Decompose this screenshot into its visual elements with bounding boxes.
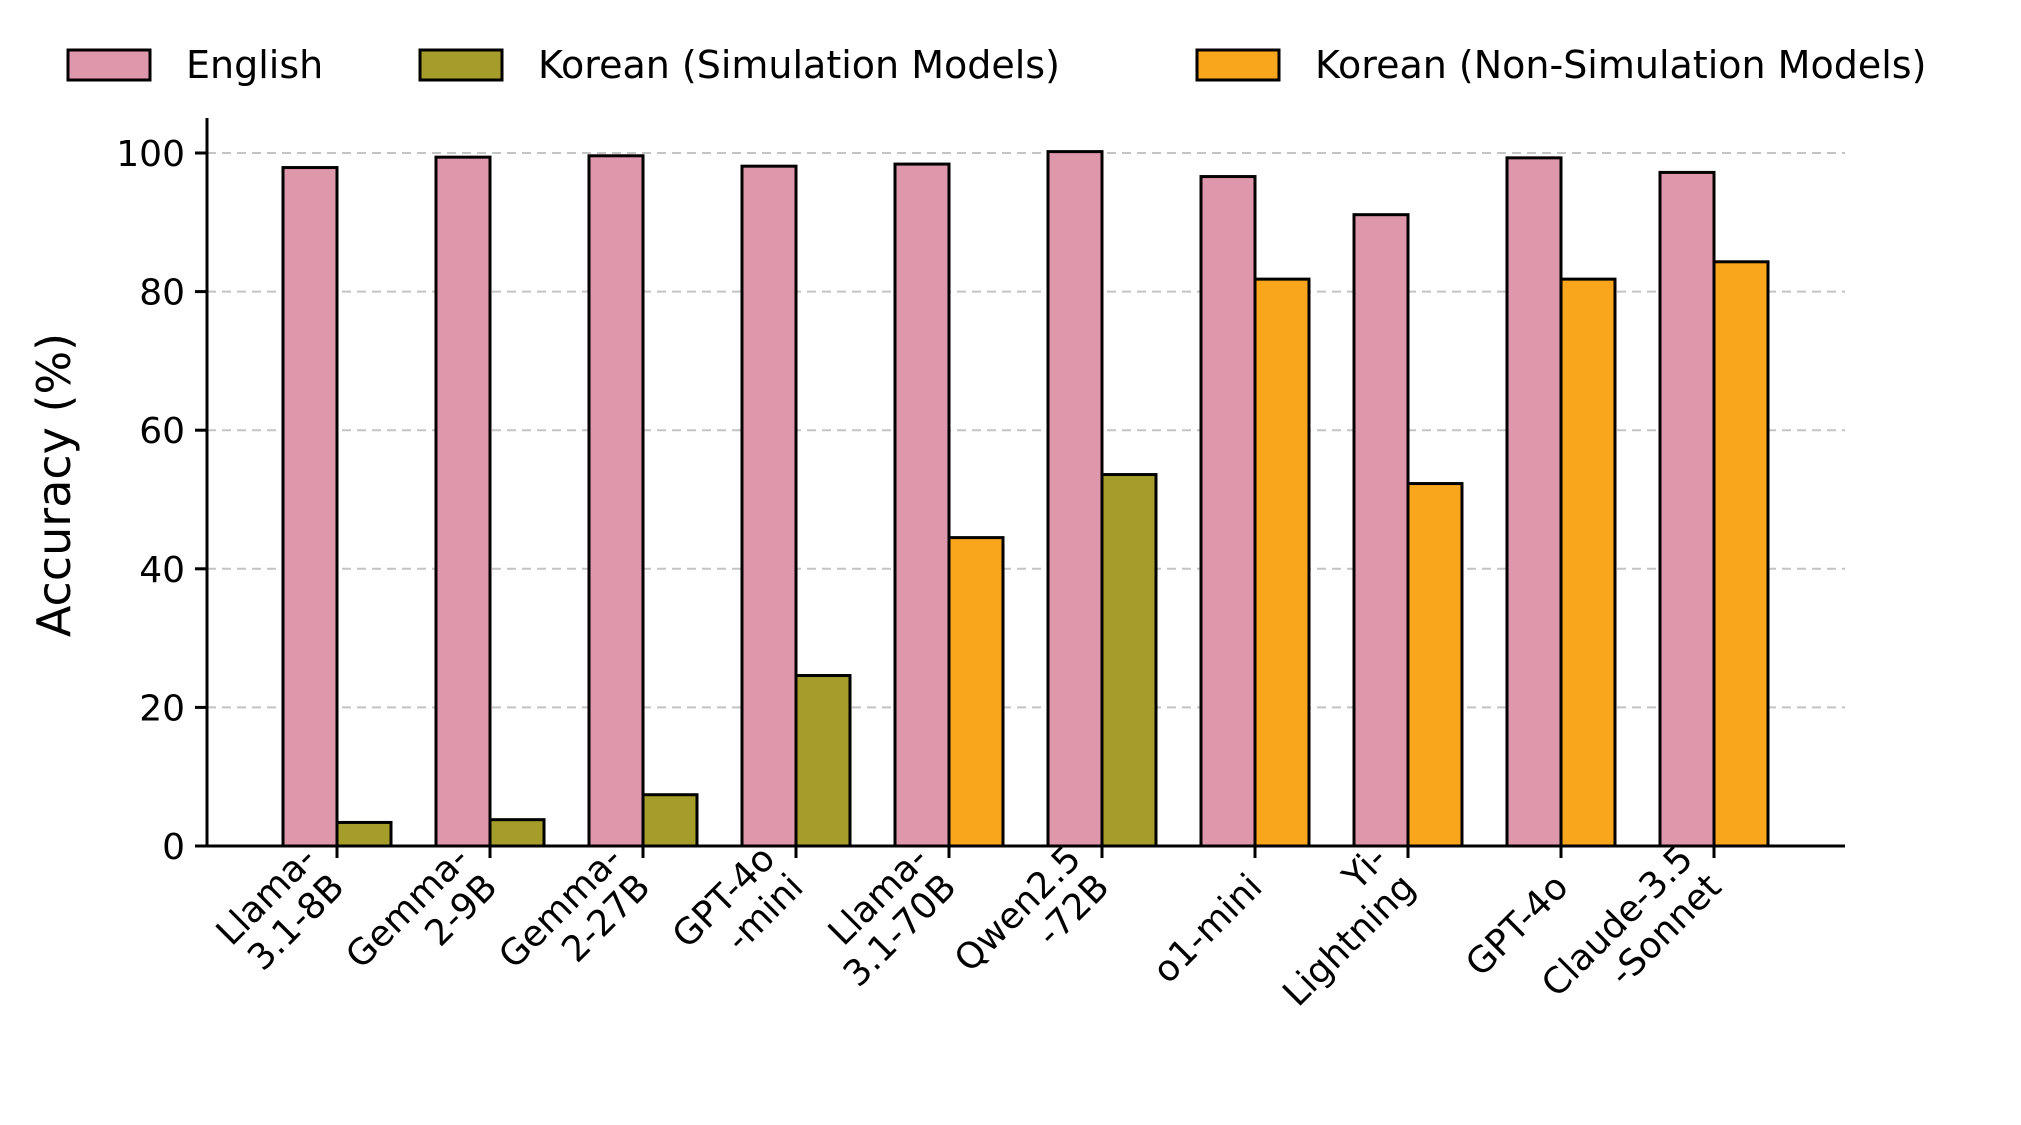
y-tick-label: 100 (116, 134, 185, 175)
x-tick-label: Llama-3.1-70B (808, 838, 965, 995)
bar-english (434, 155, 492, 848)
bar-english (1658, 170, 1716, 848)
y-axis-label: Accuracy (%) (27, 333, 81, 637)
bars (281, 150, 1770, 848)
x-tick-label: Gemma-2-27B (491, 838, 658, 1005)
legend: English Korean (Simulation Models) Korean … (66, 43, 1926, 87)
legend-swatch-korean_nonsim (1195, 48, 1281, 82)
bar-english (281, 166, 339, 848)
x-tick-label: Llama-3.1-8B (209, 838, 353, 982)
bar-english (893, 162, 951, 848)
legend-swatch-english (66, 48, 152, 82)
bar-english (1352, 213, 1410, 848)
axes (205, 118, 1845, 848)
y-tick-label: 20 (139, 688, 185, 729)
bar-korean-simulation (641, 793, 699, 848)
bar-korean-non-simulation (947, 536, 1005, 848)
bar-korean-simulation (335, 820, 393, 848)
x-tick-label: Gemma-2-9B (338, 838, 505, 1005)
legend-label-korean_sim: Korean (Simulation Models) (538, 43, 1060, 87)
bar-korean-simulation (794, 674, 852, 848)
y-tick-label: 80 (139, 273, 185, 314)
x-tick-label: Qwen2.5-72B (947, 838, 1117, 1008)
bar-english (587, 154, 645, 848)
bar-korean-non-simulation (1406, 482, 1464, 848)
bar-korean-non-simulation (1559, 277, 1617, 848)
bar-english (1199, 175, 1257, 848)
bar-korean-simulation (1100, 473, 1158, 848)
bar-english (1046, 150, 1104, 848)
y-tick-label: 0 (162, 827, 185, 868)
bar-english (740, 164, 798, 848)
x-tick-label: Claude-3.5-Sonnet (1534, 838, 1729, 1033)
x-tick-label: o1-mini (1145, 866, 1270, 991)
y-tick-label: 60 (139, 411, 185, 452)
y-axis-ticks: 0 20 40 60 80 100 (116, 134, 207, 868)
x-tick-label: Yi-Lightning (1247, 838, 1423, 1014)
y-tick-label: 40 (139, 550, 185, 591)
bar-korean-simulation (488, 818, 546, 848)
bar-korean-non-simulation (1712, 260, 1770, 848)
bar-korean-non-simulation (1253, 277, 1311, 848)
legend-label-korean_nonsim: Korean (Non-Simulation Models) (1315, 43, 1926, 87)
x-tick-label: GPT-4o-mini (665, 838, 812, 985)
bar-english (1505, 156, 1563, 848)
legend-label-english: English (186, 43, 323, 87)
legend-swatch-korean_sim (418, 48, 504, 82)
